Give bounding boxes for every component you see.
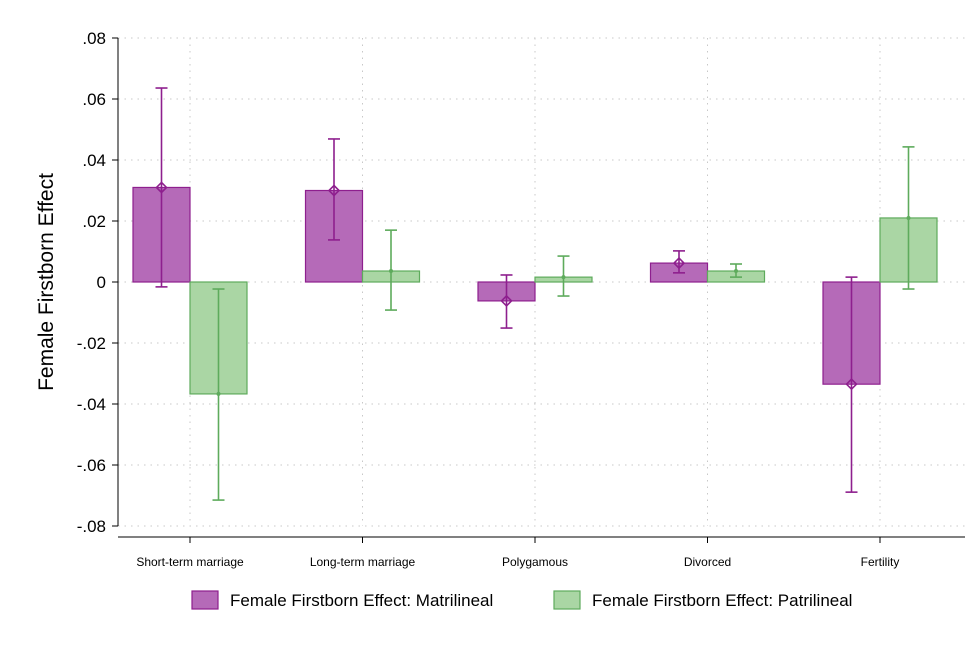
x-tick-label: Polygamous (502, 555, 568, 569)
point-marker-diamond (672, 256, 686, 270)
point-marker-dot (216, 391, 221, 396)
y-tick-label: 0 (97, 273, 106, 292)
legend: Female Firstborn Effect: Matrilineal Fema… (191, 590, 852, 610)
point-marker-dot (389, 269, 393, 274)
y-tick-label: .06 (82, 90, 106, 109)
legend-label: Female Firstborn Effect: Patrilineal (592, 591, 852, 610)
y-tick-label: -.06 (77, 456, 106, 475)
point-marker-diamond (327, 184, 341, 197)
y-tick-label: -.08 (77, 517, 106, 536)
point-marker-dot (734, 269, 738, 274)
legend-label: Female Firstborn Effect: Matrilineal (230, 591, 493, 610)
point-marker-diamond (155, 181, 168, 194)
x-tick-label: Fertility (861, 555, 900, 569)
point-marker-diamond (500, 294, 513, 308)
y-tick-label: -.02 (77, 334, 106, 353)
legend-swatch (553, 590, 581, 610)
y-tick-label: .04 (82, 151, 106, 170)
point-marker-diamond (845, 378, 858, 391)
point-marker-dot (561, 275, 566, 280)
x-tick-label: Divorced (684, 555, 731, 569)
y-tick-label: .02 (82, 212, 106, 231)
point-marker-dot (906, 215, 911, 220)
x-tick-label: Long-term marriage (310, 555, 416, 569)
y-axis-label: Female Firstborn Effect (35, 173, 58, 391)
y-tick-label: -.04 (77, 395, 106, 414)
x-tick-label: Short-term marriage (136, 555, 244, 569)
legend-swatch (191, 590, 219, 610)
y-tick-label: .08 (82, 29, 106, 48)
